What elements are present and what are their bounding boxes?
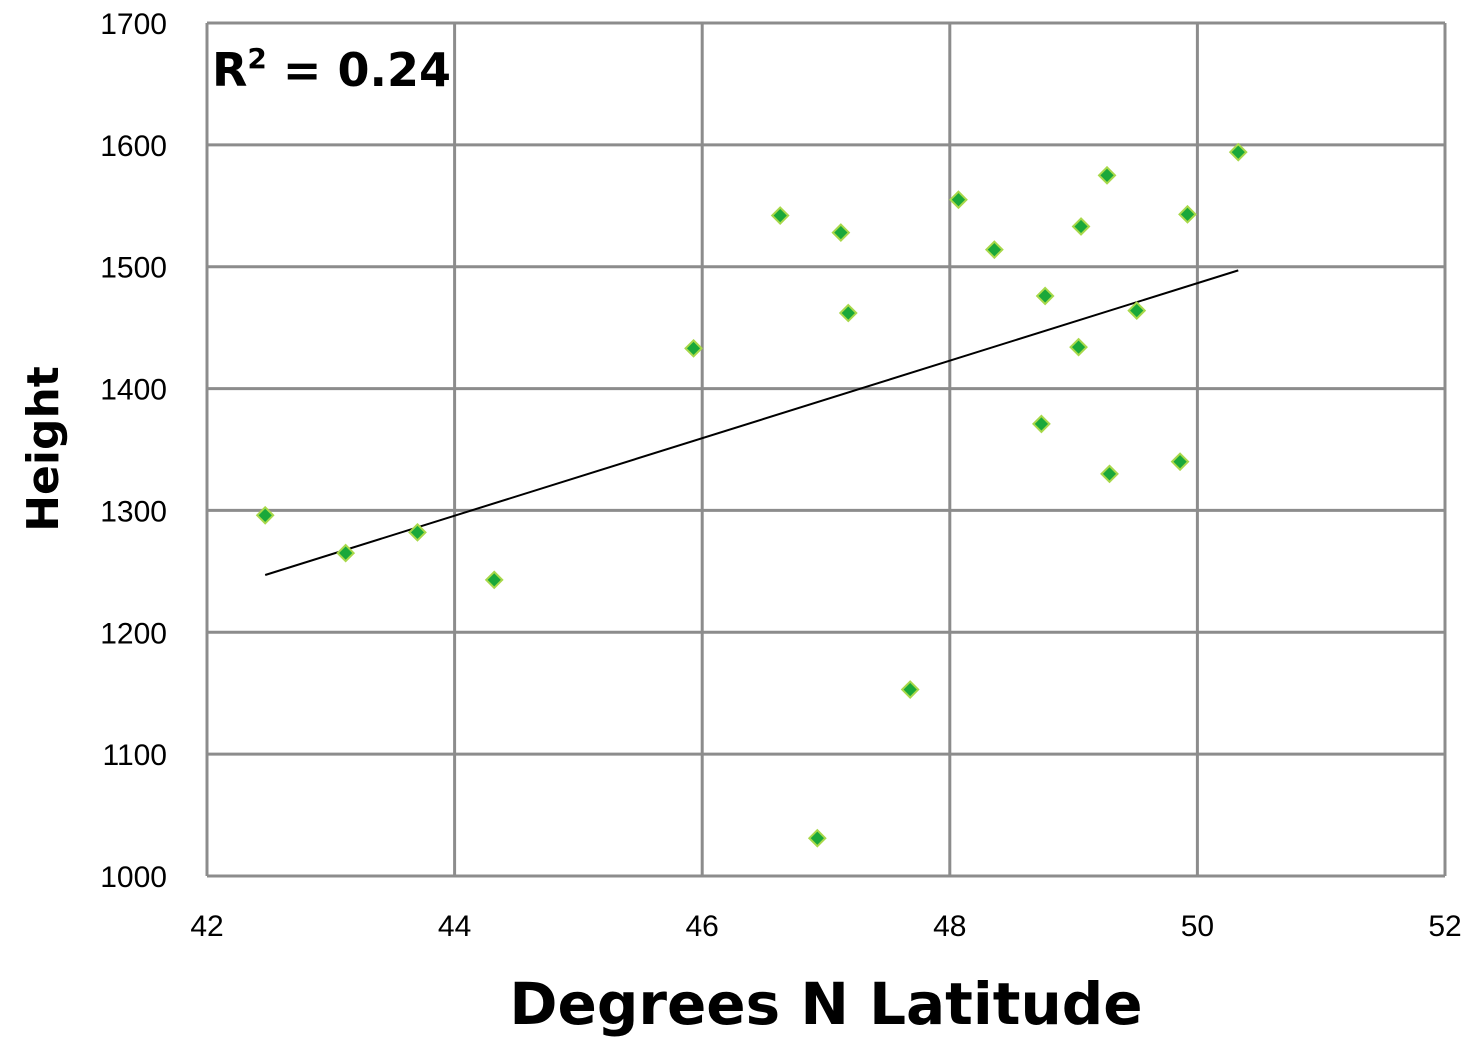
data-point: [984, 240, 1004, 260]
y-tick-label: 1300: [100, 495, 167, 528]
data-point: [949, 190, 968, 210]
trendline: [264, 269, 1239, 576]
trendline-group: [264, 269, 1239, 576]
data-point: [1071, 217, 1091, 236]
data-points: [255, 142, 1248, 848]
data-point: [1100, 464, 1119, 484]
y-tick-label: 1600: [100, 130, 167, 163]
r-squared-superscript: 2: [247, 42, 266, 75]
data-point: [1228, 142, 1248, 162]
data-point: [255, 505, 275, 525]
y-tick-label: 1100: [102, 739, 167, 772]
x-tick-label: 48: [933, 910, 966, 943]
gridlines: [205, 21, 1447, 878]
r-squared-base: R: [212, 43, 247, 97]
data-point: [1069, 337, 1088, 357]
y-tick-labels: 1000 1100 1200 1300 1400 1500 1600 1700: [100, 8, 167, 894]
data-point: [770, 206, 790, 225]
y-tick-label: 1000: [100, 861, 167, 894]
data-point: [831, 223, 851, 243]
y-axis-title: Height: [18, 366, 69, 532]
data-point: [1035, 286, 1055, 306]
x-tick-label: 46: [686, 910, 719, 943]
data-point: [1170, 452, 1190, 472]
data-point: [484, 570, 504, 590]
r-squared-annotation: R2 = 0.24: [212, 42, 451, 97]
data-point: [807, 828, 827, 848]
data-point: [1031, 414, 1051, 434]
r-squared-value: = 0.24: [267, 43, 451, 97]
data-point: [684, 338, 703, 358]
y-tick-label: 1700: [100, 8, 167, 41]
data-point: [900, 680, 920, 699]
x-tick-labels: 42 44 46 48 50 52: [190, 910, 1461, 943]
y-tick-label: 1400: [100, 374, 167, 407]
x-tick-label: 44: [438, 910, 471, 943]
x-tick-label: 50: [1181, 910, 1214, 943]
data-point: [336, 543, 356, 563]
data-point: [1178, 204, 1197, 224]
data-point: [1097, 165, 1117, 185]
y-tick-label: 1200: [100, 617, 167, 650]
data-point: [838, 303, 858, 323]
data-point: [1127, 301, 1147, 320]
data-point: [408, 522, 427, 542]
y-tick-label: 1500: [100, 252, 167, 285]
x-tick-label: 42: [190, 910, 223, 943]
x-tick-label: 52: [1428, 910, 1461, 943]
x-axis-title: Degrees N Latitude: [509, 970, 1142, 1037]
